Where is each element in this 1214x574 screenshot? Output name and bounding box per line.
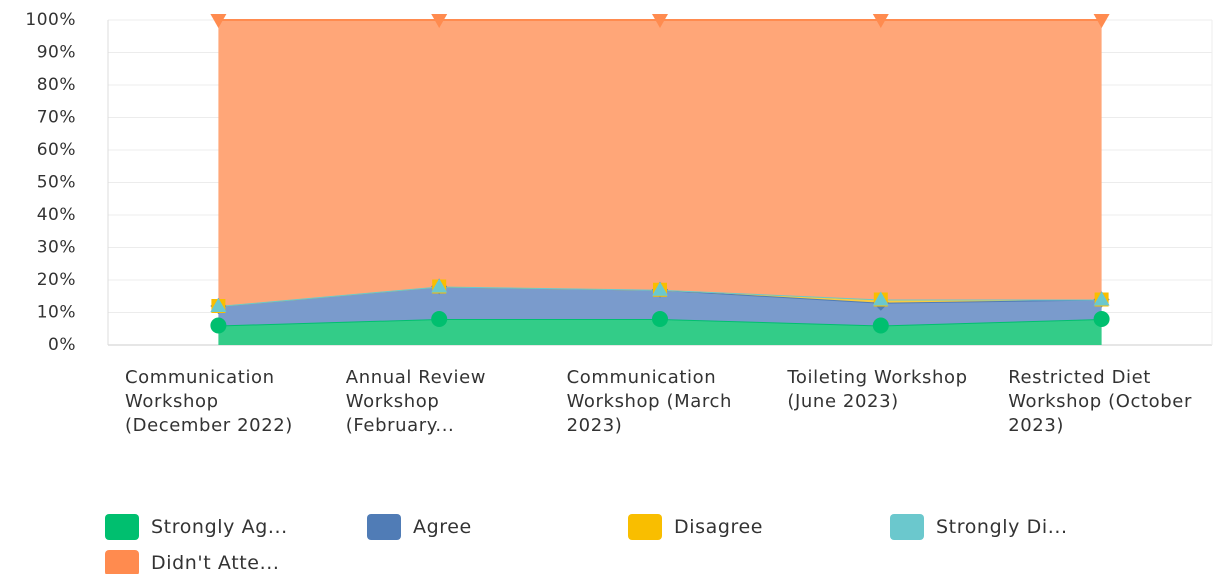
x-tick-label: Restricted Diet Workshop (October 2023) [1008,367,1192,436]
legend-swatch [105,550,139,574]
y-tick-label: 50% [37,173,76,193]
y-tick-label: 10% [37,303,76,323]
marker [210,298,227,312]
x-tick-label: Communication Workshop (March 2023) [566,367,733,436]
legend-label: Agree [413,516,472,538]
marker [1093,311,1110,327]
marker [652,281,668,296]
legend-label: Strongly Ag... [151,516,288,538]
marker [210,317,227,334]
x-tick-label: Toileting Workshop (June 2023) [787,367,968,412]
y-tick-label: 100% [25,10,76,30]
y-tick-label: 40% [37,205,76,225]
area [218,20,1102,306]
legend-swatch [105,514,139,540]
x-tick-label: Annual Review Workshop (February... [345,367,487,436]
legend-item: Strongly Ag... [105,513,288,541]
marker [652,14,668,28]
legend-swatch [628,514,662,540]
y-tick-label: 30% [37,238,76,258]
y-tick-label: 90% [37,43,76,63]
marker [1093,14,1110,28]
y-tick-label: 0% [48,335,76,355]
y-tick-label: 70% [37,108,76,128]
legend-label: Didn't Atte... [151,552,280,574]
marker [652,311,668,327]
marker [872,317,889,334]
marker [872,291,889,306]
legend-item: Strongly Di... [890,513,1068,541]
legend-label: Strongly Di... [936,516,1068,538]
marker [431,14,448,28]
legend-item: Agree [367,513,472,541]
marker [1093,291,1110,306]
legend-swatch [890,514,924,540]
marker [210,14,227,28]
x-tick-label: Communication Workshop (December 2022) [125,367,293,436]
legend-item: Disagree [628,513,763,541]
legend-label: Disagree [674,516,764,538]
y-tick-label: 20% [37,270,76,290]
legend-swatch [367,514,401,540]
y-tick-label: 80% [37,75,76,95]
marker [872,14,889,28]
marker [431,278,448,293]
legend-item: Didn't Atte... [105,549,280,574]
marker [431,311,448,327]
y-tick-label: 60% [37,140,76,160]
